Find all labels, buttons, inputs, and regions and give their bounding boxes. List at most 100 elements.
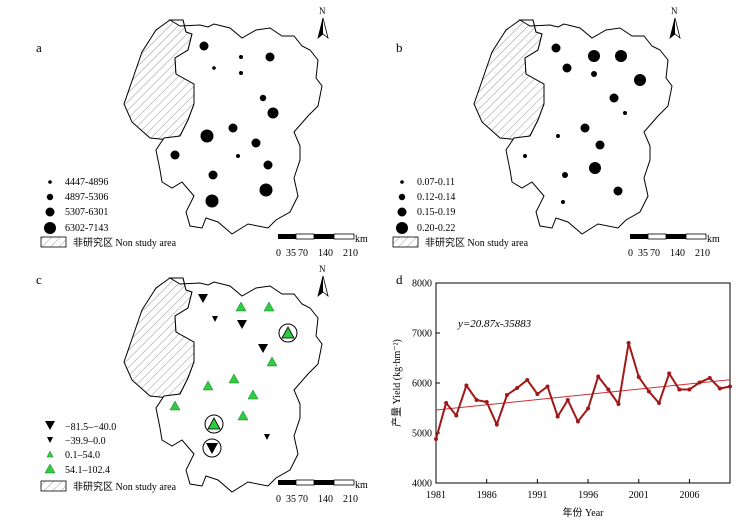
north-label-a: N <box>319 6 326 16</box>
y-tick-label: 8000 <box>412 279 432 290</box>
legend-item-c-4: 54.1–102.4 <box>65 465 110 476</box>
scale-tick-b-1: 35 <box>638 248 648 259</box>
legend-item-a-4: 6302-7143 <box>65 223 108 234</box>
scale-bar-c: km 0 35 70 140 210 <box>276 479 368 505</box>
data-point <box>555 414 560 419</box>
legend-item-c-1: −81.5–−40.0 <box>65 422 116 433</box>
station-markers-c <box>169 294 298 458</box>
data-point <box>464 383 469 388</box>
data-point <box>474 398 479 402</box>
trend-line <box>435 379 731 411</box>
y-tick-label: 7000 <box>412 329 432 340</box>
scale-tick-b-4: 210 <box>695 248 710 259</box>
yield-series-line <box>435 342 731 440</box>
legend-item-c-2: −39.9–0.0 <box>65 436 106 447</box>
station-markers-a <box>170 41 279 208</box>
non-study-legend-b: 非研究区 Non study area <box>425 236 529 249</box>
scale-bar-b: km 0 35 70 140 210 <box>628 233 720 259</box>
data-point <box>494 422 499 427</box>
non-study-area-c <box>123 277 195 399</box>
y-tick-label: 4000 <box>412 479 432 490</box>
north-arrow-c: N <box>317 264 329 298</box>
legend-item-a-3: 5307-6301 <box>65 207 108 218</box>
data-point <box>707 376 712 380</box>
data-point <box>434 437 438 441</box>
map-panel-c: c N <box>36 264 368 505</box>
x-tick-label: 2006 <box>679 490 699 501</box>
data-point <box>687 387 692 392</box>
data-point <box>596 374 601 379</box>
scale-tick-c-2: 70 <box>298 494 308 505</box>
legend-item-b-3: 0.15-0.19 <box>417 207 455 218</box>
scale-bar-a: km 0 35 70 140 210 <box>276 233 368 259</box>
data-point <box>565 398 570 402</box>
legend-item-b-2: 0.12-0.14 <box>417 192 455 203</box>
y-axis-label: 产量 Yield (kg·hm⁻²) <box>390 339 403 427</box>
data-point <box>646 389 651 394</box>
x-tick-label: 1986 <box>477 490 497 501</box>
scale-tick-a-3: 140 <box>318 248 333 259</box>
station-markers-b <box>523 43 646 204</box>
scale-tick-b-3: 140 <box>670 248 685 259</box>
chart-panel-d: d 4000 5000 6000 7000 8000 1981 1986 1991 1996 20… <box>390 272 732 519</box>
data-point <box>677 387 682 392</box>
legend-a: 4447-4896 4897-5306 5307-6301 6302-7143 … <box>40 177 177 249</box>
map-panel-a: a N 4447-4896 <box>36 6 368 259</box>
north-arrow-a: N <box>317 6 329 40</box>
study-area-a <box>155 19 323 235</box>
panel-label-d: d <box>396 272 403 287</box>
x-tick-label: 1996 <box>578 490 598 501</box>
non-study-legend-a: 非研究区 Non study area <box>73 236 177 249</box>
panel-label-c: c <box>36 272 42 287</box>
plot-frame <box>435 282 731 484</box>
data-point <box>697 380 702 385</box>
non-study-area-a <box>123 19 195 141</box>
scale-tick-c-4: 210 <box>343 494 358 505</box>
data-point <box>454 413 459 418</box>
data-point <box>606 387 611 392</box>
scale-tick-b-2: 70 <box>650 248 660 259</box>
scale-unit-a: km <box>355 234 368 245</box>
scale-tick-c-1: 35 <box>286 494 296 505</box>
data-point <box>586 406 591 411</box>
data-point <box>728 384 732 389</box>
data-point <box>515 386 520 390</box>
scale-unit-b: km <box>707 234 720 245</box>
y-tick-label: 5000 <box>412 429 432 440</box>
data-point <box>616 402 621 406</box>
panel-label-b: b <box>396 40 403 55</box>
chart-layer: 4000 5000 6000 7000 8000 1981 1986 1991 1996 2001… <box>412 279 732 501</box>
x-tick-label: 1991 <box>527 490 547 501</box>
scale-tick-a-4: 210 <box>343 248 358 259</box>
north-label-c: N <box>319 264 326 274</box>
data-point <box>535 392 540 396</box>
legend-item-c-3: 0.1–54.0 <box>65 450 100 461</box>
data-point <box>636 375 641 379</box>
legend-b: 0.07-0.11 0.12-0.14 0.15-0.19 0.20-0.22 … <box>392 177 529 249</box>
scale-tick-c-3: 140 <box>318 494 333 505</box>
scale-tick-a-0: 0 <box>276 248 281 259</box>
study-area-c <box>155 277 323 493</box>
panel-label-a: a <box>36 40 42 55</box>
non-study-legend-c: 非研究区 Non study area <box>73 480 177 493</box>
data-point <box>657 401 662 405</box>
non-study-area-b <box>473 19 545 141</box>
data-point <box>444 401 449 405</box>
data-point <box>575 419 580 424</box>
regression-equation: y=20.87x-35883 <box>457 318 532 330</box>
data-point <box>717 386 722 391</box>
north-arrow-b: N <box>669 6 681 40</box>
scale-unit-c: km <box>355 480 368 491</box>
x-tick-label: 2001 <box>629 490 649 501</box>
data-point <box>667 371 672 376</box>
map-panel-b: b N 0. <box>392 6 720 259</box>
data-point <box>545 384 550 389</box>
data-point <box>484 400 489 404</box>
data-point <box>525 378 530 382</box>
x-axis-label: 年份 Year <box>563 506 605 519</box>
scale-tick-c-0: 0 <box>276 494 281 505</box>
legend-item-b-4: 0.20-0.22 <box>417 223 455 234</box>
data-point <box>626 341 631 345</box>
legend-c: −81.5–−40.0 −39.9–0.0 0.1–54.0 54.1–102.… <box>40 421 177 493</box>
